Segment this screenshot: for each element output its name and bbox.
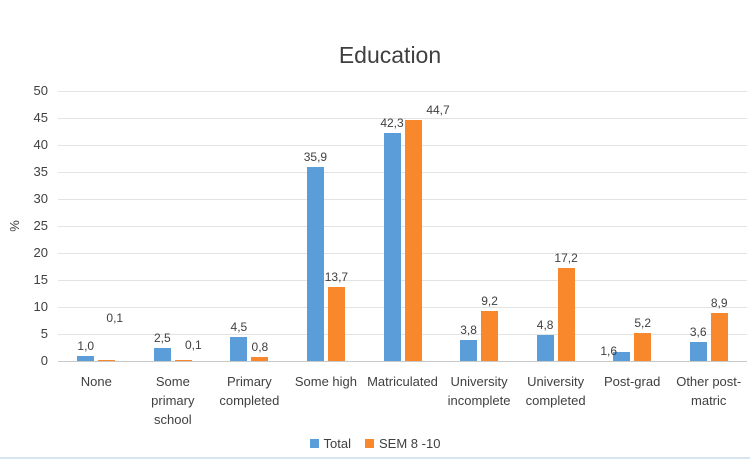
- value-label: 1,6: [600, 344, 617, 359]
- gridline: [58, 333, 747, 335]
- category-label: Post-grad: [603, 374, 661, 389]
- value-label: 4,8: [536, 318, 554, 333]
- bar: [174, 360, 192, 361]
- category-label: Some high: [294, 374, 358, 389]
- bar: [383, 132, 401, 361]
- y-tick-label: 20: [33, 245, 48, 260]
- value-label: 3,8: [460, 323, 477, 338]
- gridline: [58, 198, 747, 200]
- gridline: [58, 306, 747, 308]
- bar: [327, 287, 345, 361]
- bar: [460, 340, 478, 361]
- value-label: 2,5: [153, 330, 171, 345]
- bar: [153, 347, 171, 361]
- legend: Total SEM 8 -10: [0, 434, 750, 452]
- bar: [689, 341, 707, 361]
- gridline: [58, 279, 747, 281]
- bar: [77, 355, 95, 361]
- y-tick-label: 0: [40, 353, 48, 368]
- y-tick-label: 50: [33, 83, 48, 98]
- x-axis-line: [58, 361, 747, 362]
- value-label: 8,9: [710, 295, 728, 310]
- category-label: University incomplete: [447, 374, 511, 408]
- bar: [557, 268, 575, 361]
- y-tick-label: 25: [33, 218, 48, 233]
- value-label: 0,1: [184, 338, 202, 353]
- legend-item: Total: [309, 435, 352, 451]
- bar: [230, 336, 248, 361]
- bar: [251, 356, 269, 361]
- gridline: [58, 171, 747, 173]
- y-tick-label: 35: [33, 164, 48, 179]
- category-label: Primary completed: [219, 374, 280, 408]
- value-label: 35,9: [303, 150, 328, 165]
- value-label: 42,3: [380, 115, 404, 130]
- value-label: 9,2: [481, 294, 498, 309]
- y-tick-label: 15: [33, 272, 48, 287]
- category-label: Matriculated: [367, 374, 438, 389]
- bar: [481, 311, 499, 361]
- legend-swatch: [365, 438, 375, 448]
- y-tick-label: 30: [33, 191, 48, 206]
- value-label: 13,7: [324, 270, 349, 285]
- bar: [634, 332, 652, 361]
- bar: [98, 360, 116, 361]
- y-tick-label: 5: [40, 326, 48, 341]
- value-label: 3,6: [689, 324, 707, 339]
- gridline: [58, 90, 747, 92]
- window-bottom-edge: [0, 457, 750, 459]
- legend-item: SEM 8 -10: [365, 436, 440, 451]
- category-label: University completed: [525, 374, 586, 408]
- legend-label: Total: [323, 435, 352, 451]
- bar: [306, 167, 324, 361]
- value-label: 5,2: [634, 315, 651, 330]
- legend-label: SEM 8 -10: [379, 435, 441, 451]
- bar: [536, 335, 554, 361]
- bar: [404, 119, 422, 361]
- bar: [710, 312, 728, 361]
- category-label: Some primary school: [151, 374, 195, 427]
- value-label: 1,0: [77, 338, 95, 353]
- value-label: 0,8: [251, 339, 269, 354]
- gridline: [58, 117, 747, 119]
- chart-title: Education: [338, 42, 442, 68]
- legend-swatch: [309, 438, 319, 448]
- value-label: 17,2: [554, 251, 578, 266]
- value-label: 4,5: [230, 319, 248, 334]
- category-label: None: [80, 374, 112, 389]
- y-tick-label: 10: [33, 299, 48, 314]
- value-label: 0,1: [106, 311, 124, 326]
- bar: [613, 352, 631, 361]
- gridline: [58, 252, 747, 254]
- gridline: [58, 144, 747, 146]
- value-label: 44,7: [426, 102, 450, 117]
- category-label: Other post- matric: [676, 374, 742, 408]
- gridline: [58, 225, 747, 227]
- y-tick-label: 40: [33, 137, 48, 152]
- y-tick-label: 45: [33, 110, 48, 125]
